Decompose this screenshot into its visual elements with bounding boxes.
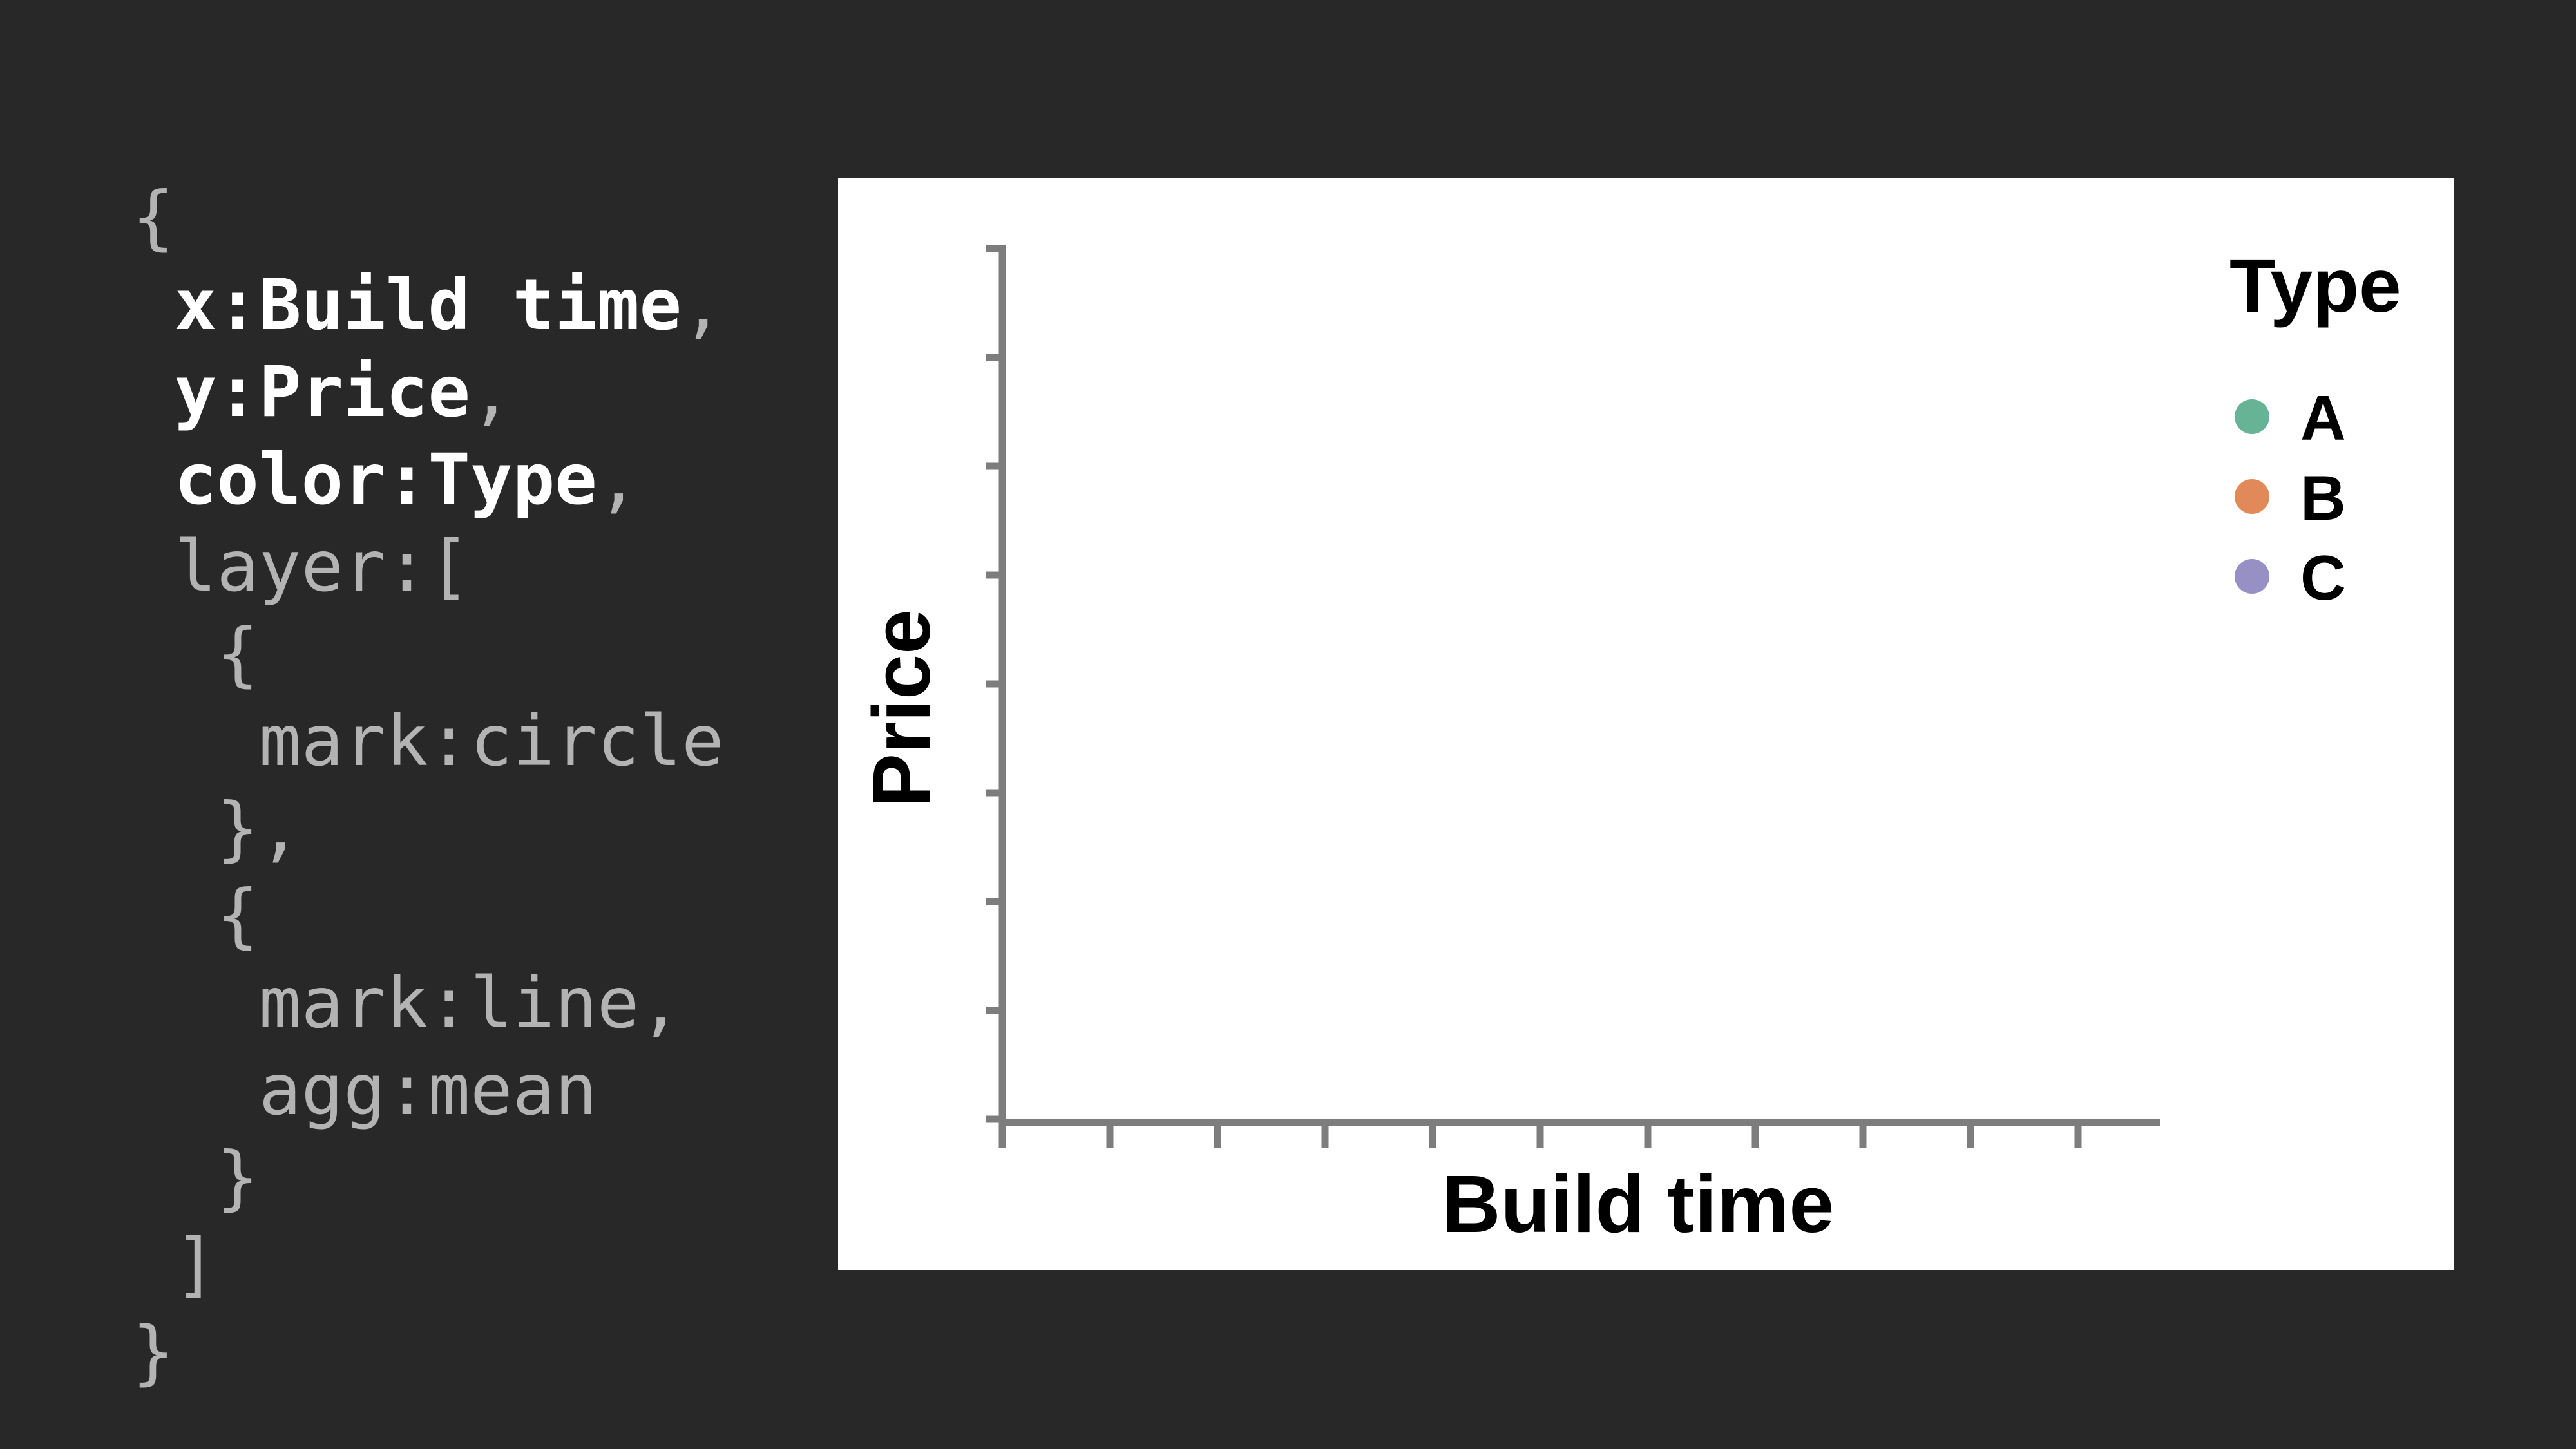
code-token-indent bbox=[132, 962, 259, 1044]
code-token-val: Type bbox=[428, 438, 597, 520]
code-token-sep: : bbox=[216, 263, 259, 346]
code-line: } bbox=[132, 1309, 724, 1396]
legend-label-b: B bbox=[2300, 462, 2346, 533]
code-token-sep: : bbox=[385, 1049, 428, 1131]
code-token-trail: , bbox=[639, 961, 682, 1044]
code-line: y:Price, bbox=[132, 348, 724, 436]
code-token-sep: : bbox=[428, 961, 470, 1044]
code-line: x:Build time, bbox=[132, 261, 724, 349]
code-token-val: [ bbox=[428, 526, 470, 607]
legend-swatch-b bbox=[2235, 479, 2269, 514]
code-token-val: Price bbox=[258, 351, 470, 433]
code-token-indent bbox=[132, 526, 175, 607]
code-line: { bbox=[132, 174, 724, 261]
x-axis-label: Build time bbox=[1442, 1159, 1834, 1249]
chart: Build time Price Type ABC bbox=[856, 243, 2401, 1249]
code-line: mark:circle bbox=[132, 697, 724, 785]
code-token-key: mark bbox=[258, 961, 428, 1044]
code-token-key: { bbox=[132, 176, 175, 258]
code-token-key: { bbox=[216, 875, 259, 956]
code-token-indent bbox=[132, 439, 175, 520]
code-line: ] bbox=[132, 1221, 724, 1309]
chart-axes bbox=[986, 245, 2160, 1148]
code-token-val: line bbox=[470, 961, 640, 1044]
code-token-key: } bbox=[132, 1311, 175, 1393]
code-token-indent bbox=[132, 613, 216, 695]
code-token-sep: : bbox=[385, 438, 428, 520]
code-token-key: ] bbox=[174, 1224, 217, 1305]
code-line: { bbox=[132, 872, 724, 960]
legend-swatch-a bbox=[2235, 399, 2269, 434]
code-token-indent bbox=[132, 1049, 259, 1131]
code-token-indent bbox=[132, 788, 216, 869]
code-token-sep: : bbox=[385, 526, 428, 607]
code-token-trail: , bbox=[682, 263, 724, 346]
code-token-key: x bbox=[174, 263, 217, 346]
legend: Type ABC bbox=[2229, 243, 2401, 613]
code-token-indent bbox=[132, 1137, 216, 1218]
code-line: { bbox=[132, 611, 724, 698]
code-token-val: mean bbox=[428, 1049, 597, 1131]
code-token-key: }, bbox=[216, 787, 301, 869]
code-token-indent bbox=[132, 700, 259, 782]
code-token-key: { bbox=[216, 612, 259, 695]
code-token-key: layer bbox=[174, 526, 386, 607]
code-token-trail: , bbox=[470, 351, 513, 433]
code-token-indent bbox=[132, 1224, 175, 1305]
legend-label-c: C bbox=[2300, 542, 2346, 613]
code-token-sep: : bbox=[216, 351, 259, 433]
code-line: } bbox=[132, 1134, 724, 1222]
code-line: layer:[ bbox=[132, 523, 724, 611]
legend-title: Type bbox=[2229, 243, 2401, 328]
code-token-val: circle bbox=[470, 700, 724, 782]
code-token-key: agg bbox=[258, 1049, 386, 1131]
code-token-key: y bbox=[174, 351, 217, 433]
code-token-key: mark bbox=[258, 700, 428, 782]
code-spec: { x:Build time, y:Price, color:Type, lay… bbox=[132, 174, 724, 1396]
code-line: }, bbox=[132, 785, 724, 873]
code-token-indent bbox=[132, 264, 175, 346]
legend-swatch-c bbox=[2235, 559, 2269, 594]
code-token-trail: , bbox=[596, 438, 640, 520]
code-token-val: Build time bbox=[258, 263, 682, 346]
legend-label-a: A bbox=[2300, 383, 2346, 453]
code-token-key: color bbox=[174, 438, 386, 520]
code-token-indent bbox=[132, 351, 175, 433]
code-token-key: } bbox=[216, 1136, 259, 1218]
code-line: color:Type, bbox=[132, 436, 724, 524]
code-line: mark:line, bbox=[132, 960, 724, 1047]
code-line: agg:mean bbox=[132, 1046, 724, 1134]
code-token-indent bbox=[132, 875, 216, 956]
y-axis-label: Price bbox=[856, 609, 947, 808]
code-token-sep: : bbox=[428, 700, 470, 782]
